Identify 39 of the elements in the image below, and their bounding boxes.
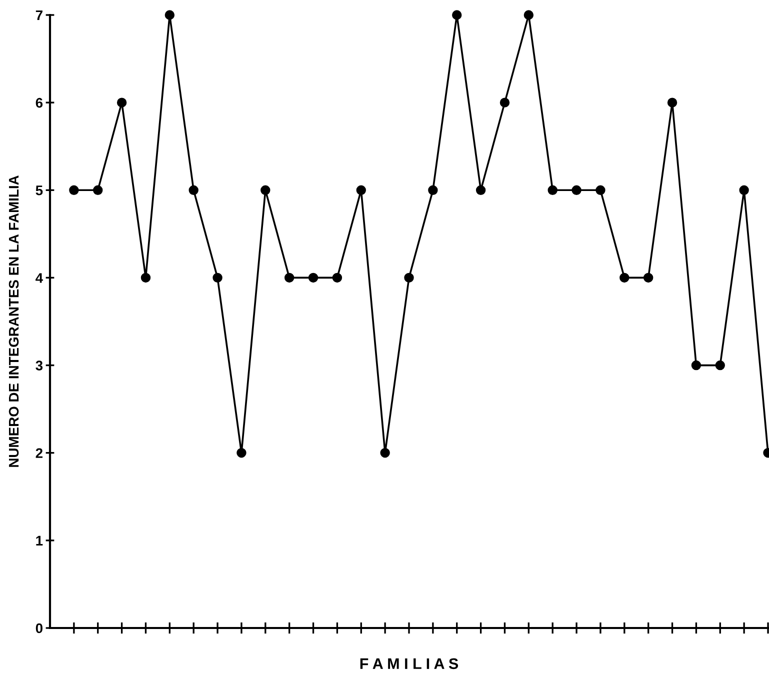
point	[404, 272, 414, 283]
x-axis-title: F A M I L I A S	[360, 658, 458, 670]
point	[620, 272, 630, 283]
y-tick-label: 6	[36, 98, 43, 108]
point	[476, 185, 486, 196]
point	[667, 98, 678, 108]
point	[93, 185, 103, 196]
point	[69, 185, 79, 196]
point	[572, 185, 582, 196]
point	[428, 185, 438, 196]
point	[164, 10, 175, 20]
point	[643, 272, 654, 283]
y-tick-label: 3	[36, 360, 43, 370]
y-tick-label: 1	[36, 536, 43, 546]
point	[260, 185, 270, 196]
point	[380, 448, 390, 458]
point	[739, 185, 749, 196]
point	[284, 272, 294, 283]
point	[212, 272, 222, 283]
point	[140, 272, 151, 283]
point	[500, 98, 510, 108]
y-tick-label: 4	[36, 273, 43, 283]
point	[116, 98, 127, 108]
point	[308, 272, 318, 283]
point	[691, 360, 702, 370]
y-tick-label: 7	[36, 10, 42, 20]
point	[236, 448, 246, 458]
point	[332, 272, 342, 283]
point	[356, 185, 366, 196]
y-tick-label: 2	[36, 448, 42, 458]
point	[524, 10, 534, 20]
point	[188, 185, 198, 196]
point	[452, 10, 462, 20]
point	[715, 360, 725, 370]
point	[548, 185, 558, 196]
y-tick-label: 0	[36, 623, 42, 634]
point	[596, 185, 606, 196]
y-axis-title: NUMERO DE INTEGRANTES EN LA FAMILIA	[8, 176, 19, 467]
y-tick-label: 5	[36, 186, 43, 196]
